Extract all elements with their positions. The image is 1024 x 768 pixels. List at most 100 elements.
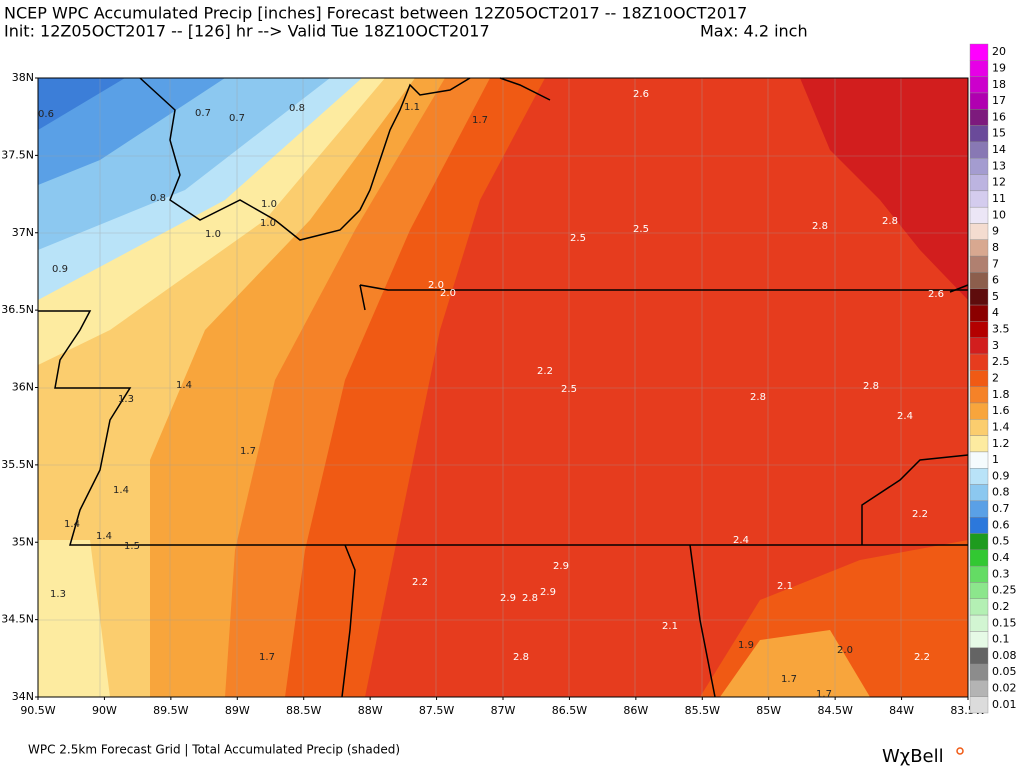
contour-label: 2.1 <box>777 581 793 592</box>
colorbar-swatch <box>969 223 989 241</box>
contour-label: 1.0 <box>261 199 277 210</box>
lon-label: 84W <box>889 704 914 717</box>
colorbar-swatch <box>969 533 989 551</box>
colorbar-label: 1.8 <box>992 388 1010 401</box>
contour-label: 2.5 <box>570 233 586 244</box>
colorbar-label: 3.5 <box>992 323 1010 336</box>
colorbar-label: 7 <box>992 257 999 270</box>
colorbar-swatch <box>969 565 989 583</box>
colorbar-label: 1.4 <box>992 420 1010 433</box>
colorbar-swatch <box>969 76 989 94</box>
colorbar-swatch <box>969 582 989 599</box>
state-border <box>139 77 551 241</box>
contour-label: 1.5 <box>124 541 140 552</box>
contour-label: 2.2 <box>912 509 928 520</box>
lon-label: 90.5W <box>20 704 55 717</box>
colorbar-swatch <box>969 631 989 648</box>
colorbar-label: 0.01 <box>992 698 1017 711</box>
colorbar-swatch <box>969 92 989 110</box>
colorbar-label: 0.9 <box>992 469 1010 482</box>
state-border <box>341 284 969 698</box>
field-0-7 <box>38 78 125 130</box>
lon-label: 87.5W <box>419 704 454 717</box>
colorbar-swatch <box>969 158 989 175</box>
contour-label: 1.1 <box>404 102 420 113</box>
lat-label: 34.5N <box>1 613 34 626</box>
contour-label: 1.4 <box>113 485 129 496</box>
subtitle: Init: 12Z05OCT2017 -- [126] hr --> Valid… <box>4 22 490 41</box>
contour-label: 2.9 <box>553 561 569 572</box>
contour-label: 2.0 <box>440 288 456 299</box>
title: NCEP WPC Accumulated Precip [inches] For… <box>4 4 747 23</box>
colorbar-swatch <box>969 598 989 616</box>
contour-label: 2.2 <box>537 366 553 377</box>
contour-label: 0.6 <box>38 109 54 120</box>
colorbar-swatch <box>969 386 989 404</box>
colorbar-label: 0.1 <box>992 633 1010 646</box>
labels: 38N 37.5N 37N 36.5N 36N 35.5N 35N 34.5N 34N90.5W… <box>1 43 1017 717</box>
field-1-3 <box>38 540 110 697</box>
colorbar-label: 20 <box>992 45 1006 58</box>
field-0-8 <box>38 78 225 185</box>
logo: WχBell <box>882 746 944 767</box>
colorbar-label: 0.6 <box>992 518 1010 531</box>
contour-label: 2.4 <box>733 535 749 546</box>
colorbar-swatch <box>969 321 989 338</box>
colorbar-label: 0.8 <box>992 486 1010 499</box>
colorbar-label: 2.5 <box>992 355 1010 368</box>
colorbar-label: 16 <box>992 110 1006 123</box>
colorbar-label: 0.5 <box>992 535 1010 548</box>
colorbar-swatch <box>969 680 989 697</box>
lat-label: 35.5N <box>1 458 34 471</box>
colorbar-label: 4 <box>992 306 999 319</box>
lon-label: 90W <box>92 704 117 717</box>
contour-label: 2.2 <box>412 577 428 588</box>
colorbar-label: 17 <box>992 94 1006 107</box>
colorbar-swatch <box>969 353 989 371</box>
contour-label: 2.8 <box>750 392 766 403</box>
contour-label: 2.9 <box>540 587 556 598</box>
colorbar-swatch <box>969 304 989 322</box>
contour-label: 0.9 <box>52 264 68 275</box>
colorbar-swatch <box>969 451 989 469</box>
lat-label: 38N <box>12 71 34 84</box>
contour-label: 2.8 <box>863 381 879 392</box>
colorbar-swatch <box>969 43 989 61</box>
colorbar-label: 11 <box>992 192 1006 205</box>
colorbar-swatch <box>969 500 989 518</box>
colorbar-swatch <box>969 647 989 665</box>
colorbar-swatch <box>969 337 989 355</box>
contour-label: 1.7 <box>472 115 488 126</box>
contour-label: 1.0 <box>260 218 276 229</box>
contour-label: 2.9 <box>500 593 516 604</box>
colorbar-label: 10 <box>992 208 1006 221</box>
field-1-6-se <box>720 630 870 697</box>
contour-label: 1.7 <box>259 652 275 663</box>
contour-label: 1.7 <box>240 446 256 457</box>
colorbar-swatch <box>969 141 989 159</box>
contour-label: 1.0 <box>205 229 221 240</box>
lon-label: 89.5W <box>153 704 188 717</box>
contour-label: 2.5 <box>561 384 577 395</box>
colorbar-swatch <box>969 239 989 257</box>
contour-label: 1.9 <box>738 640 754 651</box>
colorbar-label: 19 <box>992 61 1006 74</box>
footer-caption: WPC 2.5km Forecast Grid | Total Accumula… <box>28 743 400 757</box>
contour-label: 2.8 <box>513 652 529 663</box>
contour-label: 0.8 <box>289 103 305 114</box>
colorbar-swatch <box>969 125 989 143</box>
lat-label: 34N <box>12 690 34 703</box>
contour-label: 1.3 <box>50 589 66 600</box>
colorbar-swatch <box>969 370 989 387</box>
colorbar-label: 15 <box>992 127 1006 140</box>
contour-label: 2.6 <box>928 289 944 300</box>
state-border <box>359 284 968 311</box>
colorbar-label: 6 <box>992 274 999 287</box>
field-3 <box>800 78 968 300</box>
colorbar-swatch <box>969 484 989 502</box>
contour-label: 1.4 <box>176 380 192 391</box>
colorbar-label: 1.2 <box>992 437 1010 450</box>
colorbar-label: 8 <box>992 241 999 254</box>
colorbar-label: 12 <box>992 176 1006 189</box>
lon-label: 89W <box>225 704 250 717</box>
